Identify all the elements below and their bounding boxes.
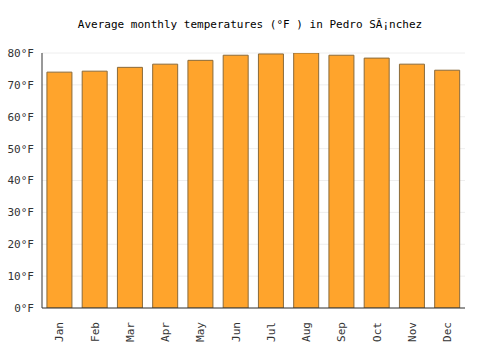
svg-text:Jun: Jun <box>230 322 243 342</box>
svg-text:10°F: 10°F <box>8 270 34 283</box>
svg-text:40°F: 40°F <box>8 174 34 187</box>
svg-text:Mar: Mar <box>124 322 137 342</box>
svg-text:70°F: 70°F <box>8 79 34 92</box>
svg-text:Aug: Aug <box>300 322 313 342</box>
svg-text:Nov: Nov <box>406 322 419 342</box>
svg-text:80°F: 80°F <box>8 47 34 60</box>
html-text:Average monthly temperatures (: Average monthly temperatures (°F ) in Pe… <box>77 18 423 31</box>
svg-text:Feb: Feb <box>89 322 102 342</box>
svg-text:Apr: Apr <box>159 322 172 342</box>
svg-text:0°F: 0°F <box>14 302 34 315</box>
svg-text:50°F: 50°F <box>8 143 34 156</box>
svg-text:Jan: Jan <box>53 322 66 342</box>
svg-text:Jul: Jul <box>265 322 278 342</box>
svg-text:Sep: Sep <box>335 322 348 342</box>
svg-text:60°F: 60°F <box>8 111 34 124</box>
svg-text:May: May <box>194 322 207 342</box>
svg-text:Oct: Oct <box>371 322 384 342</box>
svg-text:20°F: 20°F <box>8 238 34 251</box>
svg-text:30°F: 30°F <box>8 206 34 219</box>
svg-text:Dec: Dec <box>441 322 454 342</box>
